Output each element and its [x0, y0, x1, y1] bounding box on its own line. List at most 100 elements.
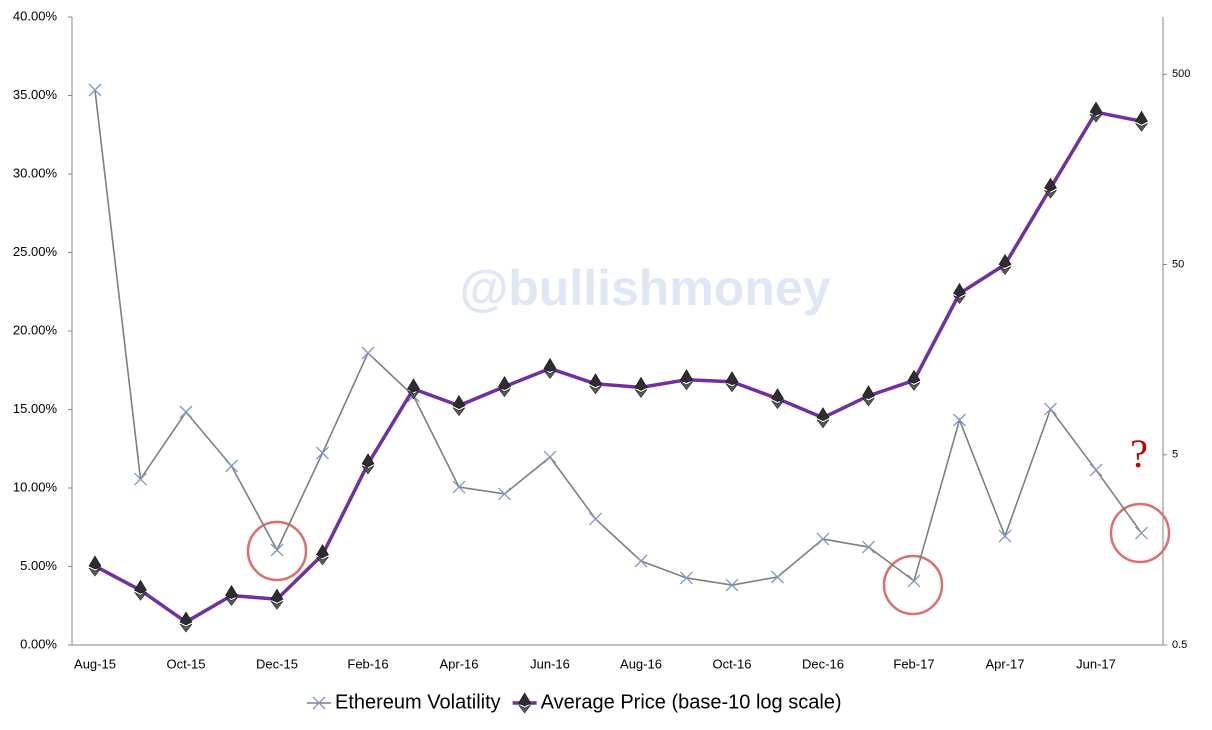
data-point: [498, 376, 511, 398]
marker-bottom: [518, 704, 531, 714]
marker-bottom: [225, 597, 238, 607]
data-point: [270, 588, 284, 610]
data-point: [316, 544, 329, 566]
marker-stroke: [1089, 463, 1103, 477]
marker-stroke: [361, 346, 375, 360]
data-point: [88, 83, 102, 97]
marker-bottom: [1044, 189, 1057, 199]
highlight-circle: [1109, 502, 1171, 564]
marker-top: [589, 373, 602, 388]
x-tick-label: Aug-15: [74, 656, 116, 671]
data-point: [1044, 402, 1057, 416]
y-tick-label: 25.00%: [13, 244, 58, 259]
marker-top: [634, 376, 648, 391]
legend-item: Average Price (base-10 log scale): [512, 691, 842, 714]
data-point: [953, 413, 966, 427]
marker-top: [1089, 101, 1103, 116]
data-point: [998, 529, 1012, 543]
y-tick-label: 40.00%: [13, 8, 58, 23]
series-line: [94, 89, 1143, 586]
data-point: [634, 376, 648, 398]
data-point: [589, 512, 602, 526]
marker-bottom: [907, 382, 921, 391]
marker-stroke: [862, 540, 875, 554]
marker-top: [1135, 110, 1148, 125]
data-point: [225, 459, 238, 473]
data-point: [771, 388, 784, 410]
marker-top: [518, 692, 532, 707]
marker-bottom: [816, 419, 830, 429]
y2-tick-label: 0.5: [1172, 639, 1187, 651]
marker-stroke: [953, 413, 966, 427]
marker-bottom: [88, 567, 102, 577]
data-point: [361, 453, 375, 475]
y-tick-label: 20.00%: [13, 322, 58, 337]
marker-bottom: [771, 400, 784, 410]
data-point: [134, 579, 147, 601]
x-tick-label: Dec-16: [802, 656, 844, 671]
data-point: [270, 543, 284, 557]
data-point: [1089, 101, 1103, 123]
data-point: [907, 369, 921, 391]
marker-bottom: [452, 407, 466, 417]
marker-stroke: [179, 405, 193, 419]
watermark: @bullishmoney: [459, 260, 830, 316]
marker-bottom: [270, 600, 284, 610]
marker-stroke: [680, 571, 693, 585]
marker-top: [998, 253, 1012, 268]
legend-label: Average Price (base-10 log scale): [541, 691, 842, 713]
data-point: [225, 584, 238, 607]
marker-stroke: [1135, 526, 1148, 540]
data-point: [407, 378, 420, 400]
data-point: [1089, 463, 1103, 477]
y-tick-label: 35.00%: [13, 87, 58, 102]
annotation: ?: [1130, 431, 1148, 476]
data-point: [862, 540, 875, 554]
marker-stroke: [1044, 402, 1057, 416]
marker-stroke: [225, 459, 238, 473]
marker-stroke: [634, 554, 648, 568]
x-tick-label: Oct-16: [712, 656, 751, 671]
marker-stroke: [316, 446, 329, 460]
highlight-circle: [882, 554, 944, 616]
marker-stroke: [907, 574, 921, 588]
y2-tick-label: 500: [1172, 68, 1190, 80]
marker-top: [725, 371, 739, 386]
marker-bottom: [316, 556, 329, 566]
marker-bottom: [589, 385, 602, 395]
data-point: [134, 472, 147, 486]
marker-stroke: [134, 472, 147, 486]
marker-stroke: [998, 529, 1012, 543]
series-line: [94, 110, 1142, 625]
data-point: [907, 574, 921, 588]
marker-top: [361, 453, 375, 468]
marker-bottom: [998, 266, 1012, 276]
marker-top: [816, 407, 830, 422]
marker-bottom: [862, 397, 875, 407]
marker-top: [225, 584, 238, 599]
data-point: [452, 480, 466, 494]
data-point: [725, 578, 739, 592]
x-tick-label: Feb-16: [347, 656, 388, 671]
marker-top: [88, 555, 102, 570]
data-point: [543, 357, 557, 380]
y2-tick-label: 50: [1172, 258, 1184, 270]
data-point: [361, 346, 375, 360]
marker-stroke: [498, 487, 511, 501]
marker-top: [543, 357, 557, 372]
marker-top: [407, 378, 420, 393]
data-point: [179, 405, 193, 419]
data-point: [998, 253, 1012, 276]
data-point: [816, 532, 830, 546]
data-point: [1135, 526, 1148, 540]
marker-bottom: [1089, 113, 1103, 123]
x-tick-label: Jun-16: [530, 656, 570, 671]
x-tick-label: Aug-16: [620, 656, 662, 671]
data-point: [816, 407, 830, 429]
data-point: [725, 371, 739, 393]
data-point: [634, 554, 648, 568]
data-point: [498, 487, 511, 501]
data-point: [953, 282, 966, 305]
data-point: [1135, 110, 1148, 132]
